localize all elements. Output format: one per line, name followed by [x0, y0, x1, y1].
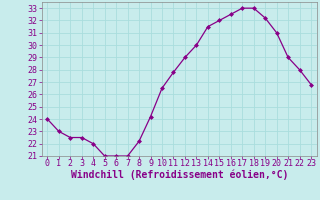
X-axis label: Windchill (Refroidissement éolien,°C): Windchill (Refroidissement éolien,°C): [70, 169, 288, 180]
